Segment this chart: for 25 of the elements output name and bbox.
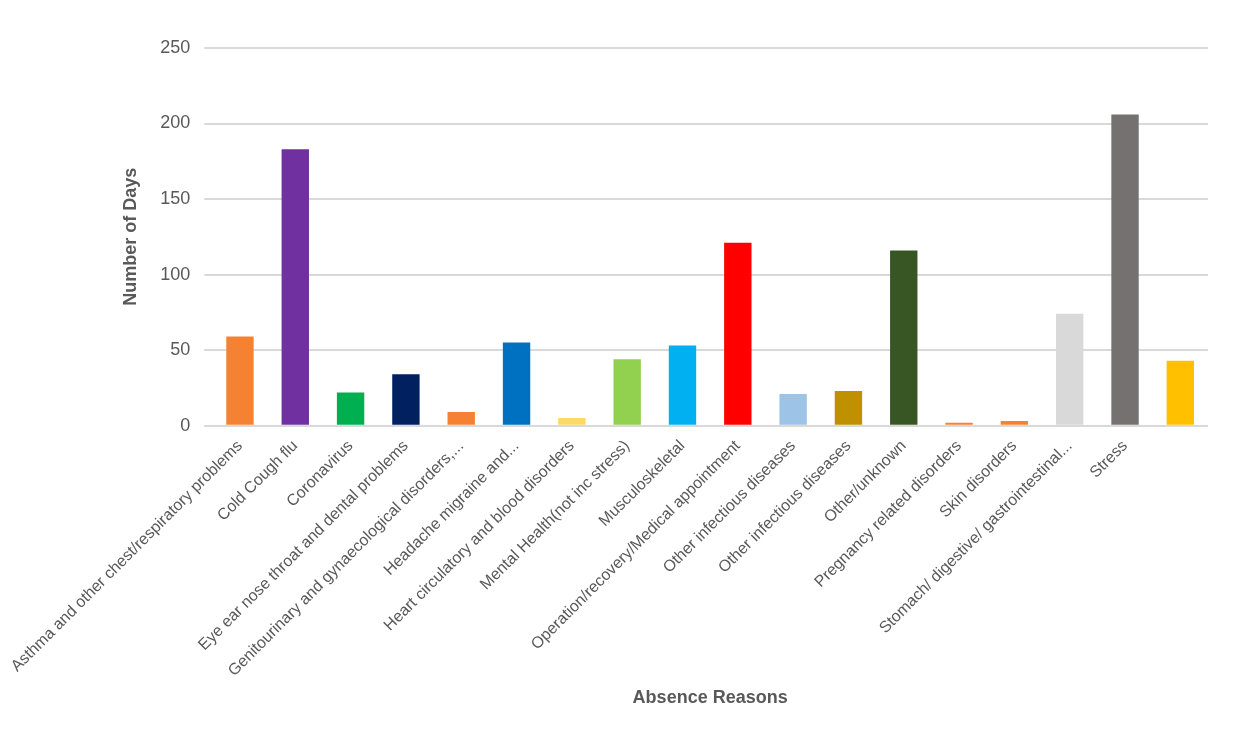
bar — [890, 250, 918, 425]
bar — [834, 390, 863, 425]
bar — [336, 392, 365, 425]
y-tick-label: 50 — [170, 339, 191, 360]
bar — [668, 345, 697, 425]
y-tick-label: 150 — [160, 188, 191, 209]
y-tick-label: 200 — [160, 112, 191, 133]
bar — [392, 374, 420, 425]
bar — [724, 242, 752, 425]
bar — [558, 418, 586, 425]
y-axis-title: Number of Days — [120, 167, 141, 306]
bar — [779, 393, 807, 425]
bar — [281, 149, 309, 425]
y-tick-label: 0 — [180, 414, 191, 435]
bar — [613, 359, 641, 425]
y-tick-label: 250 — [160, 36, 191, 57]
bar — [447, 412, 475, 425]
bar — [1000, 421, 1029, 425]
x-axis-title: Absence Reasons — [632, 687, 788, 708]
bar — [945, 422, 973, 425]
bar — [1111, 114, 1139, 425]
bar — [1166, 360, 1195, 425]
bar — [226, 336, 254, 425]
y-tick-label: 100 — [160, 263, 191, 284]
bar — [502, 342, 531, 425]
